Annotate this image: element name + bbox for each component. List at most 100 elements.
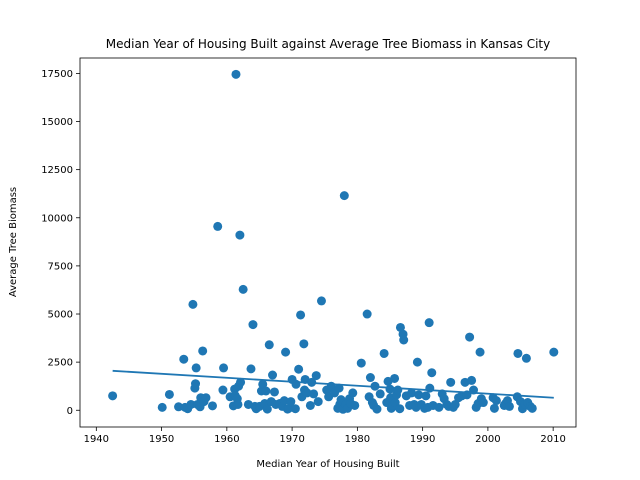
data-point [269, 387, 279, 397]
data-point [421, 391, 431, 401]
x-tick-label: 1960 [214, 434, 239, 445]
data-point [350, 400, 360, 410]
data-point [164, 389, 174, 399]
data-point [296, 310, 306, 320]
data-point [261, 386, 271, 396]
data-point [235, 230, 245, 240]
data-point [467, 375, 477, 385]
data-point [309, 389, 319, 399]
data-point [231, 69, 241, 79]
data-point [264, 340, 274, 350]
data-point [390, 373, 400, 383]
x-tick-label: 1950 [149, 434, 174, 445]
data-point [108, 391, 118, 401]
data-point [521, 353, 531, 363]
x-tick-label: 1940 [84, 434, 109, 445]
data-point [201, 393, 211, 403]
data-point [478, 398, 488, 408]
data-point [489, 403, 499, 413]
data-point [299, 339, 309, 349]
data-point [372, 404, 382, 414]
data-point [504, 401, 514, 411]
y-axis-label: Average Tree Biomass [8, 187, 19, 297]
data-point [186, 399, 196, 409]
data-point [188, 299, 198, 309]
data-point [427, 368, 437, 378]
data-point [268, 370, 278, 380]
data-point [248, 320, 258, 330]
data-point [246, 364, 256, 374]
data-point [399, 335, 409, 345]
data-point [362, 309, 372, 319]
y-tick-label: 17500 [41, 69, 73, 80]
x-tick-label: 2010 [540, 434, 565, 445]
data-point [379, 348, 389, 358]
chart-title: Median Year of Housing Built against Ave… [106, 37, 550, 51]
data-point [238, 284, 248, 294]
data-point [286, 397, 296, 407]
data-point [527, 403, 537, 413]
data-point [365, 373, 375, 383]
y-tick-label: 0 [67, 406, 73, 417]
x-tick-label: 1980 [345, 434, 370, 445]
data-point [356, 358, 366, 368]
y-tick-label: 10000 [41, 213, 73, 224]
data-point [281, 347, 291, 357]
trend-line [112, 369, 554, 399]
data-point [213, 221, 223, 231]
y-tick-label: 7500 [48, 261, 73, 272]
data-point [395, 322, 405, 332]
data-point [334, 383, 344, 393]
data-point [191, 363, 201, 373]
x-axis-label: Median Year of Housing Built [256, 459, 399, 470]
data-point [513, 348, 523, 358]
data-point [434, 402, 444, 412]
data-point [191, 379, 201, 389]
data-point [414, 390, 424, 400]
data-point [236, 377, 246, 387]
y-axis: 0 2500 5000 7500 10000 12500 15000 17500 [41, 69, 80, 417]
data-point [233, 399, 243, 409]
data-point [390, 398, 400, 408]
x-tick-label: 1990 [410, 434, 435, 445]
data-point [424, 318, 434, 328]
data-point [218, 385, 228, 395]
y-tick-label: 5000 [48, 310, 73, 321]
y-tick-label: 15000 [41, 117, 73, 128]
plot-area [108, 69, 559, 414]
data-point [258, 379, 268, 389]
data-point [262, 404, 272, 414]
data-point [198, 346, 208, 356]
data-point [395, 404, 405, 414]
x-axis: 1940 1950 1960 1970 1980 1990 2000 2010 [84, 427, 566, 445]
axes-frame [79, 57, 577, 428]
data-point [393, 385, 403, 395]
x-tick-label: 2000 [475, 434, 500, 445]
data-point [425, 383, 435, 393]
data-point [339, 191, 349, 201]
data-point [491, 396, 501, 406]
data-point [311, 371, 321, 381]
y-tick-label: 2500 [48, 358, 73, 369]
data-point [446, 377, 456, 387]
data-point [375, 389, 385, 399]
data-point [412, 357, 422, 367]
data-point [179, 354, 189, 364]
data-point [316, 296, 326, 306]
data-point [294, 364, 304, 374]
data-point [207, 401, 217, 411]
data-point [313, 397, 323, 407]
data-point [174, 402, 184, 412]
data-point [450, 399, 460, 409]
data-point [305, 400, 315, 410]
data-point [465, 332, 475, 342]
data-point [219, 363, 229, 373]
data-point [475, 347, 485, 357]
data-point [290, 404, 300, 414]
y-tick-label: 12500 [41, 165, 73, 176]
data-point [407, 388, 417, 398]
data-point [157, 402, 167, 412]
data-point [348, 388, 358, 398]
